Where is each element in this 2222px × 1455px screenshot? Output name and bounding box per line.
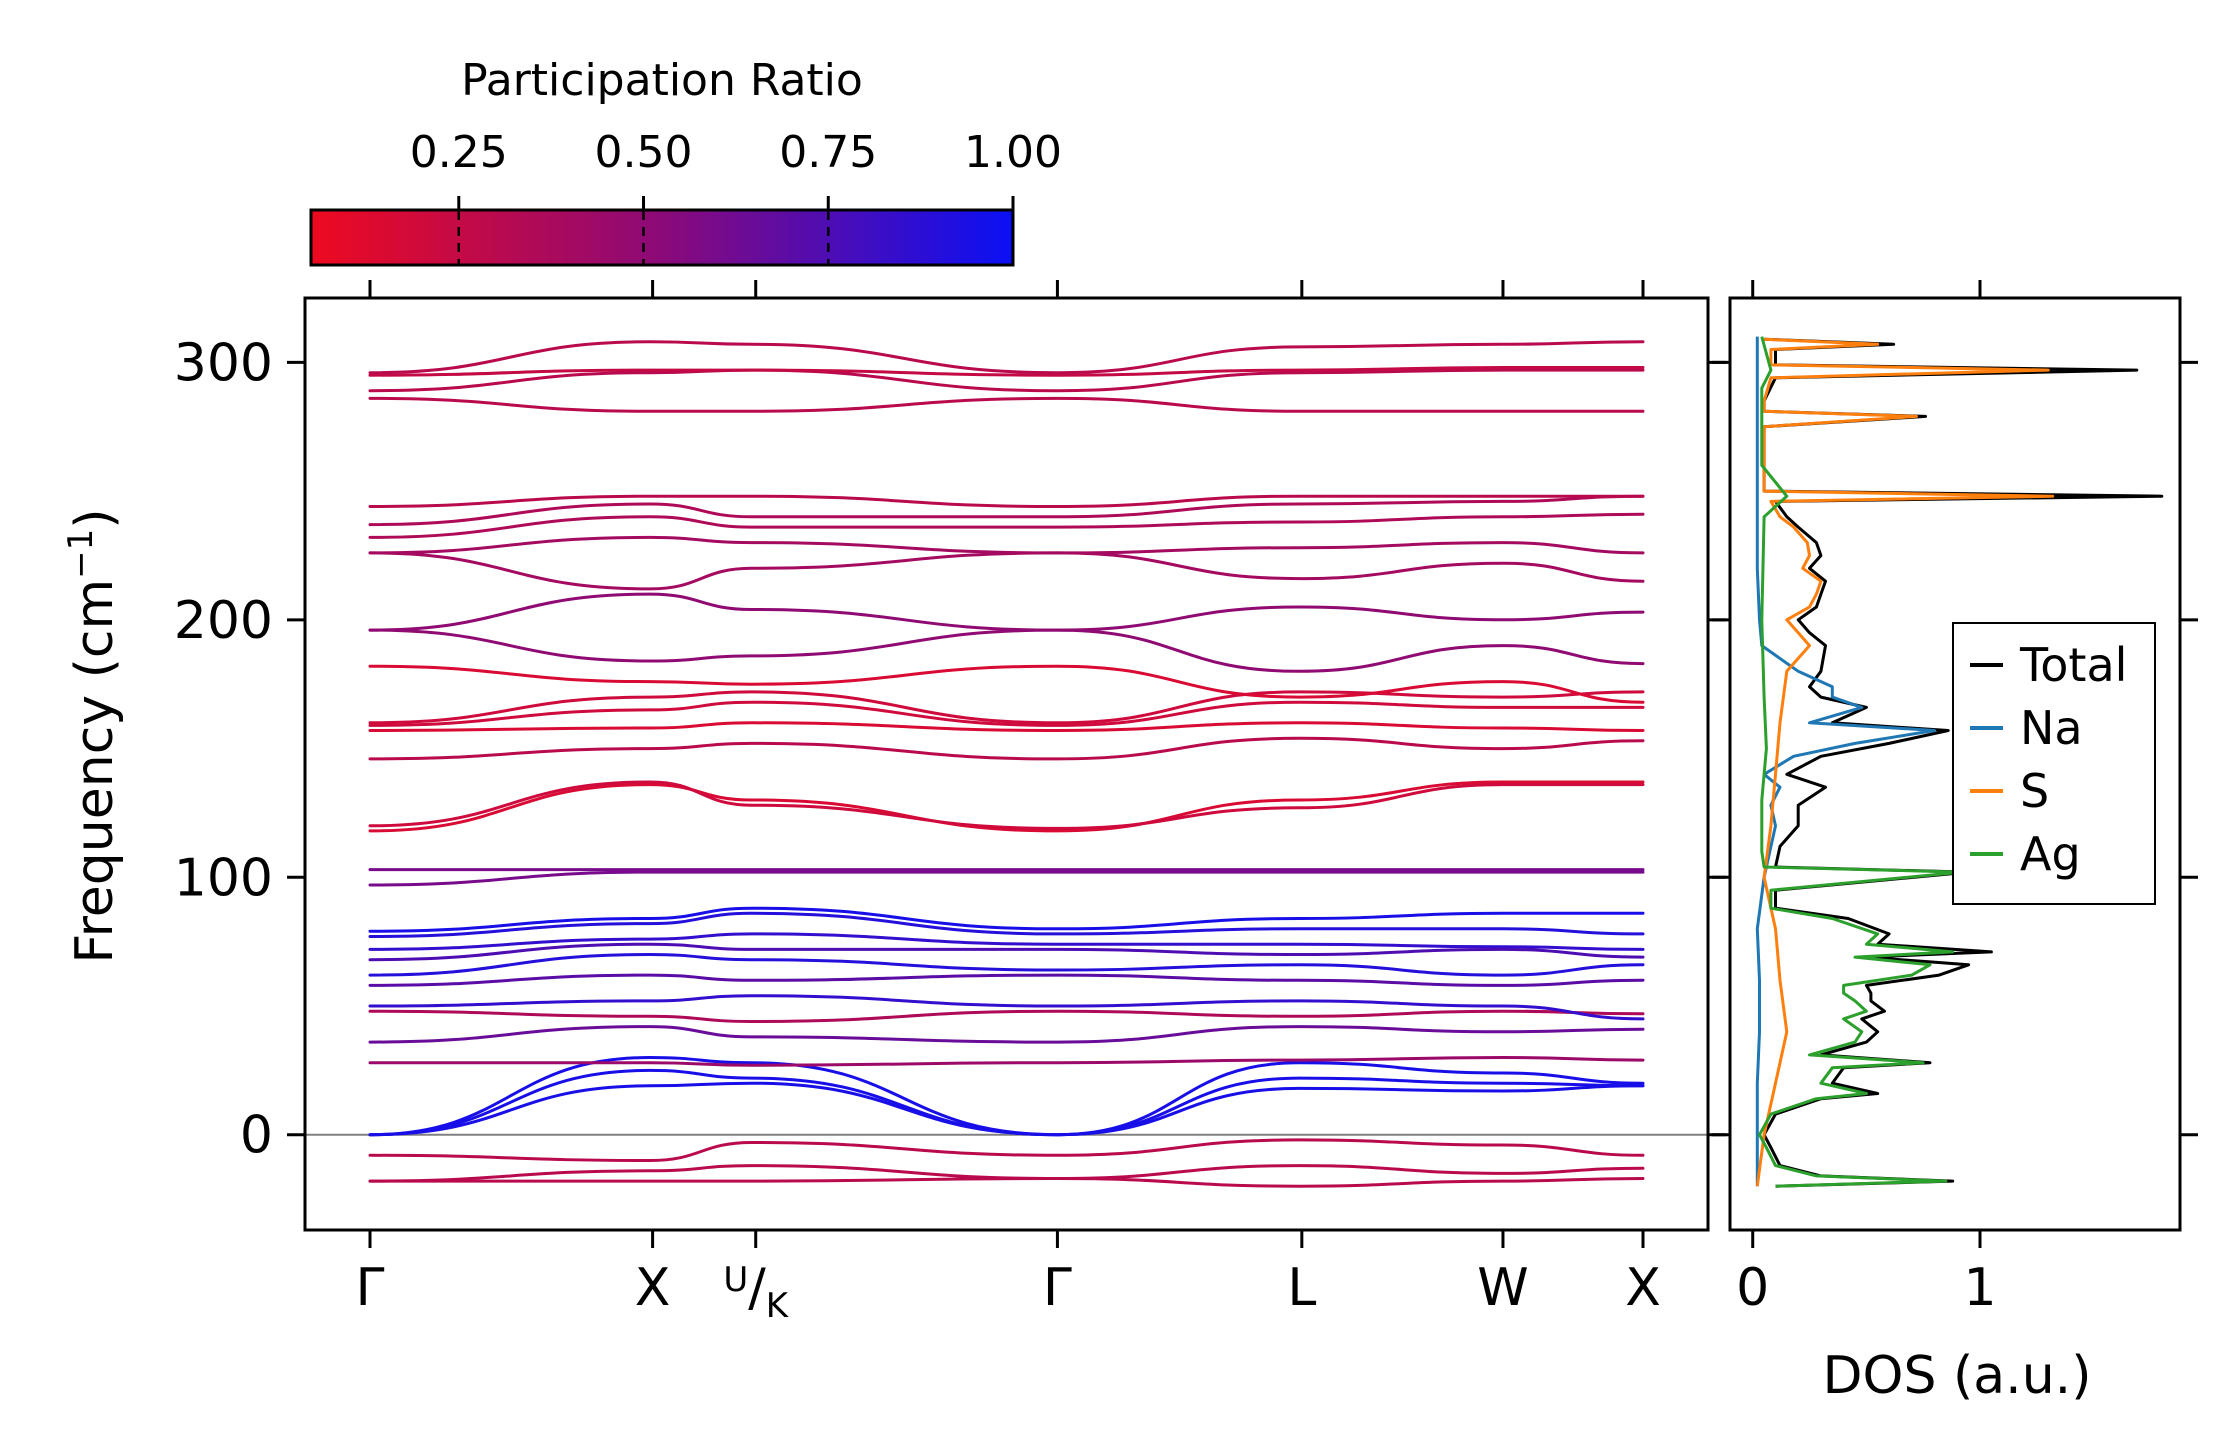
band-opt-77	[368, 911, 1645, 938]
band-opt-58	[368, 973, 1645, 987]
k-point-label: Γ	[1043, 1258, 1072, 1318]
band-imag-1	[368, 1138, 1645, 1163]
legend-label-na: Na	[2020, 701, 2083, 755]
dos-plot-frame	[1728, 296, 2182, 1232]
band-opt-28	[368, 1055, 1645, 1067]
y-tick-label: 100	[174, 848, 273, 908]
colorbar-gradient	[309, 208, 1015, 267]
band-opt-232	[368, 512, 1645, 539]
dos-x-axis-label: DOS (a.u.)	[1823, 1346, 2092, 1406]
k-point-label: X	[1625, 1258, 1661, 1318]
colorbar-tick-label: 0.25	[410, 127, 508, 178]
legend-label-total: Total	[2019, 638, 2127, 692]
k-point-label: W	[1477, 1258, 1528, 1318]
dos-x-tick-label: 1	[1963, 1258, 1996, 1318]
k-point-label: Γ	[356, 1258, 385, 1318]
band-opt-226b	[368, 535, 1645, 555]
dos-curve-s	[1755, 337, 2055, 1187]
band-opt-36	[368, 1025, 1645, 1044]
band-opt-286	[368, 396, 1645, 413]
band-opt-158b	[368, 700, 1645, 727]
y-tick-label: 200	[174, 591, 273, 651]
band-opt-158a	[368, 721, 1645, 733]
band-opt-68	[368, 942, 1645, 962]
colorbar: Participation Ratio 0.25 0.50 0.75 1.00	[309, 55, 1062, 267]
band-opt-50	[368, 994, 1645, 1021]
band-opt-196b	[368, 592, 1645, 632]
band-opt-238	[368, 494, 1645, 527]
band-opt-97	[368, 870, 1645, 887]
legend-box	[1952, 622, 2156, 905]
k-point-label-u-k: U/K	[723, 1258, 789, 1326]
y-tick-label: 0	[240, 1106, 273, 1166]
colorbar-label: Participation Ratio	[461, 55, 863, 106]
band-acoustic-2	[368, 1068, 1645, 1137]
band-opt-295	[368, 365, 1645, 377]
band-opt-146	[368, 736, 1645, 761]
y-tick-label: 300	[174, 333, 273, 393]
band-opt-226a	[368, 551, 1645, 591]
band-opt-48	[368, 1009, 1645, 1024]
colorbar-tick-label: 1.00	[964, 127, 1062, 178]
phonon-bands	[368, 340, 1645, 1188]
legend-label-s: S	[2020, 764, 2049, 818]
band-opt-62	[368, 952, 1645, 977]
band-opt-79	[368, 906, 1645, 933]
colorbar-dividers	[457, 211, 830, 264]
dos-legend: Total Na S Ag	[1952, 622, 2156, 905]
band-opt-244	[368, 494, 1645, 509]
band-opt-160	[368, 690, 1645, 725]
k-point-label: X	[635, 1258, 671, 1318]
band-imag-3	[368, 1176, 1645, 1188]
colorbar-tick-label: 0.75	[779, 127, 877, 178]
colorbar-tick-label: 0.50	[595, 127, 693, 178]
band-opt-118	[368, 780, 1645, 833]
colorbar-ticks: 0.25 0.50 0.75 1.00	[410, 127, 1062, 210]
band-opt-72	[368, 932, 1645, 951]
band-plot-frame	[303, 296, 1710, 1232]
band-acoustic-3	[368, 1081, 1645, 1137]
dos-curve-na	[1755, 336, 1936, 1187]
band-opt-196a	[368, 628, 1645, 673]
y-axis-ticks: 0 100 200 300	[174, 333, 2198, 1166]
dos-x-tick-label: 0	[1736, 1258, 1769, 1318]
band-opt-123	[368, 780, 1645, 830]
band-opt-296	[368, 340, 1645, 375]
band-opt-182	[368, 664, 1645, 704]
k-path-ticks: Γ X Γ L W X U/K	[356, 280, 1661, 1326]
band-opt-289	[368, 368, 1645, 393]
y-axis-label: Frequency (cm−1)	[61, 508, 125, 963]
dos-curve-ag	[1758, 336, 1964, 1188]
legend-label-ag: Ag	[2020, 827, 2081, 881]
k-point-label: L	[1287, 1258, 1316, 1318]
dos-curves	[1755, 336, 2164, 1188]
